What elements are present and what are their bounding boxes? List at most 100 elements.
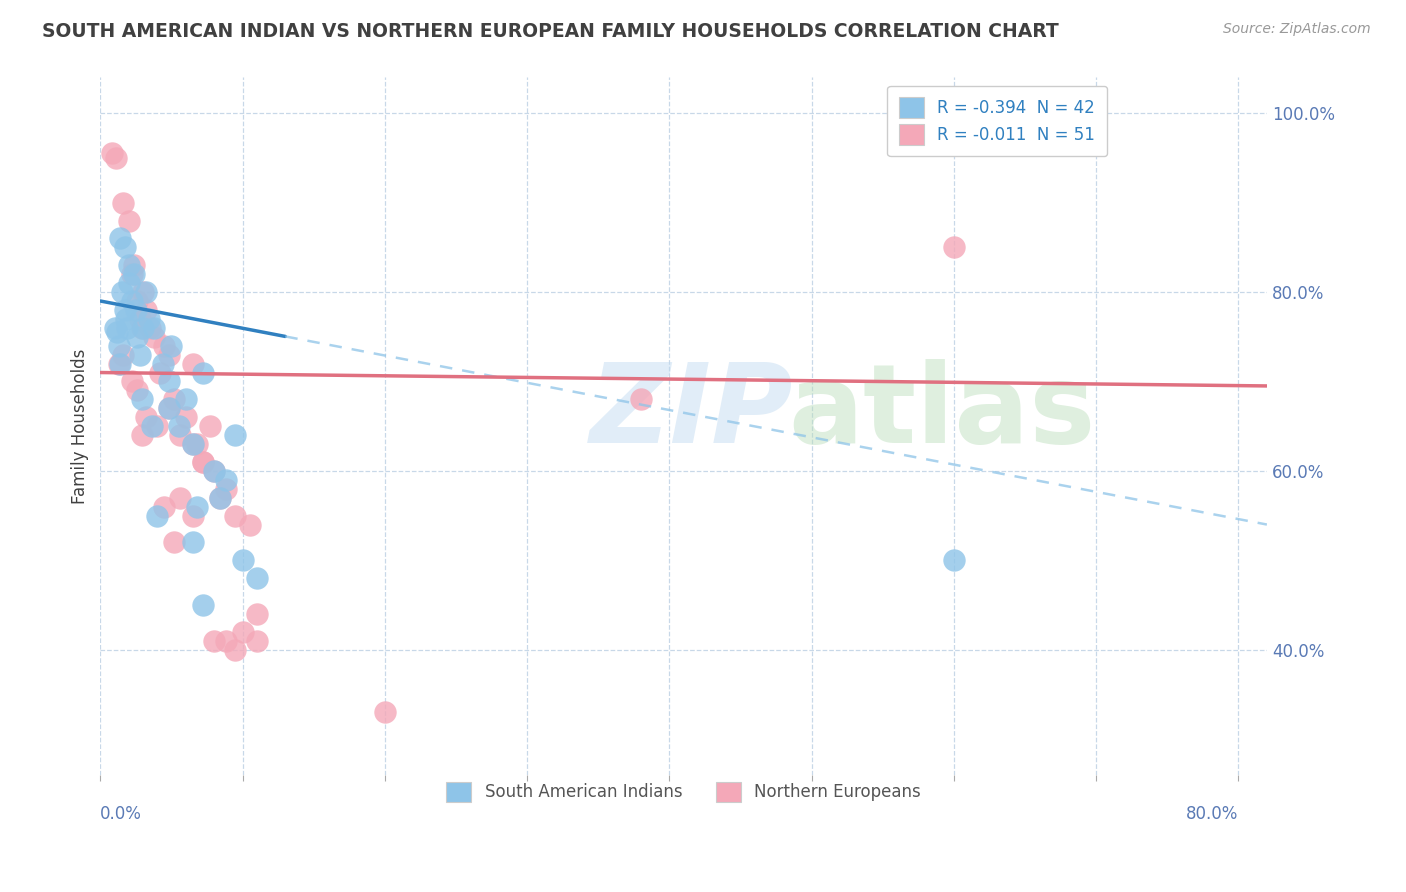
- Point: [224, 508, 246, 523]
- Point: [214, 473, 236, 487]
- Point: [117, 321, 139, 335]
- Point: [202, 464, 225, 478]
- Point: [112, 348, 135, 362]
- Point: [121, 267, 143, 281]
- Point: [135, 285, 157, 299]
- Point: [246, 607, 269, 621]
- Point: [131, 428, 153, 442]
- Point: [118, 258, 141, 272]
- Point: [118, 213, 141, 227]
- Point: [174, 392, 197, 407]
- Point: [181, 437, 204, 451]
- Y-axis label: Family Households: Family Households: [72, 349, 89, 504]
- Point: [124, 267, 146, 281]
- Point: [942, 553, 965, 567]
- Point: [232, 624, 254, 639]
- Point: [157, 348, 180, 362]
- Text: Source: ZipAtlas.com: Source: ZipAtlas.com: [1223, 22, 1371, 37]
- Point: [129, 348, 152, 362]
- Point: [127, 293, 149, 308]
- Point: [143, 330, 166, 344]
- Point: [108, 339, 131, 353]
- Point: [114, 240, 136, 254]
- Point: [138, 311, 160, 326]
- Point: [110, 357, 132, 371]
- Point: [127, 384, 149, 398]
- Point: [181, 357, 204, 371]
- Point: [149, 366, 172, 380]
- Point: [630, 392, 652, 407]
- Point: [191, 455, 214, 469]
- Point: [152, 357, 174, 371]
- Point: [105, 151, 128, 165]
- Point: [121, 375, 143, 389]
- Point: [157, 401, 180, 416]
- Point: [143, 321, 166, 335]
- Point: [163, 392, 186, 407]
- Point: [141, 419, 163, 434]
- Point: [191, 366, 214, 380]
- Point: [169, 428, 191, 442]
- Point: [131, 321, 153, 335]
- Point: [208, 491, 231, 505]
- Point: [139, 321, 162, 335]
- Point: [108, 357, 131, 371]
- Point: [110, 231, 132, 245]
- Text: ZIP: ZIP: [591, 359, 794, 466]
- Point: [169, 491, 191, 505]
- Point: [224, 428, 246, 442]
- Point: [157, 375, 180, 389]
- Text: 0.0%: 0.0%: [100, 805, 142, 823]
- Point: [132, 321, 155, 335]
- Point: [181, 437, 204, 451]
- Point: [115, 311, 138, 326]
- Point: [214, 633, 236, 648]
- Point: [103, 321, 125, 335]
- Point: [174, 410, 197, 425]
- Point: [100, 146, 122, 161]
- Point: [127, 330, 149, 344]
- Point: [202, 464, 225, 478]
- Point: [214, 482, 236, 496]
- Point: [191, 455, 214, 469]
- Point: [202, 633, 225, 648]
- Point: [118, 276, 141, 290]
- Point: [121, 293, 143, 308]
- Legend: South American Indians, Northern Europeans: South American Indians, Northern Europea…: [433, 768, 934, 815]
- Point: [135, 410, 157, 425]
- Point: [246, 571, 269, 585]
- Point: [160, 339, 183, 353]
- Point: [125, 302, 148, 317]
- Point: [146, 419, 169, 434]
- Point: [186, 500, 208, 514]
- Point: [186, 437, 208, 451]
- Point: [942, 240, 965, 254]
- Point: [208, 491, 231, 505]
- Point: [107, 326, 129, 340]
- Point: [181, 535, 204, 549]
- Point: [131, 392, 153, 407]
- Point: [191, 598, 214, 612]
- Point: [232, 553, 254, 567]
- Point: [114, 302, 136, 317]
- Point: [135, 302, 157, 317]
- Point: [112, 195, 135, 210]
- Point: [124, 258, 146, 272]
- Point: [163, 535, 186, 549]
- Point: [239, 517, 262, 532]
- Point: [111, 285, 134, 299]
- Text: 80.0%: 80.0%: [1187, 805, 1239, 823]
- Point: [132, 285, 155, 299]
- Point: [224, 642, 246, 657]
- Point: [129, 311, 152, 326]
- Text: SOUTH AMERICAN INDIAN VS NORTHERN EUROPEAN FAMILY HOUSEHOLDS CORRELATION CHART: SOUTH AMERICAN INDIAN VS NORTHERN EUROPE…: [42, 22, 1059, 41]
- Point: [198, 419, 221, 434]
- Point: [153, 500, 176, 514]
- Point: [246, 633, 269, 648]
- Text: atlas: atlas: [789, 359, 1097, 466]
- Point: [181, 508, 204, 523]
- Point: [153, 339, 176, 353]
- Point: [146, 508, 169, 523]
- Point: [374, 706, 396, 720]
- Point: [167, 419, 190, 434]
